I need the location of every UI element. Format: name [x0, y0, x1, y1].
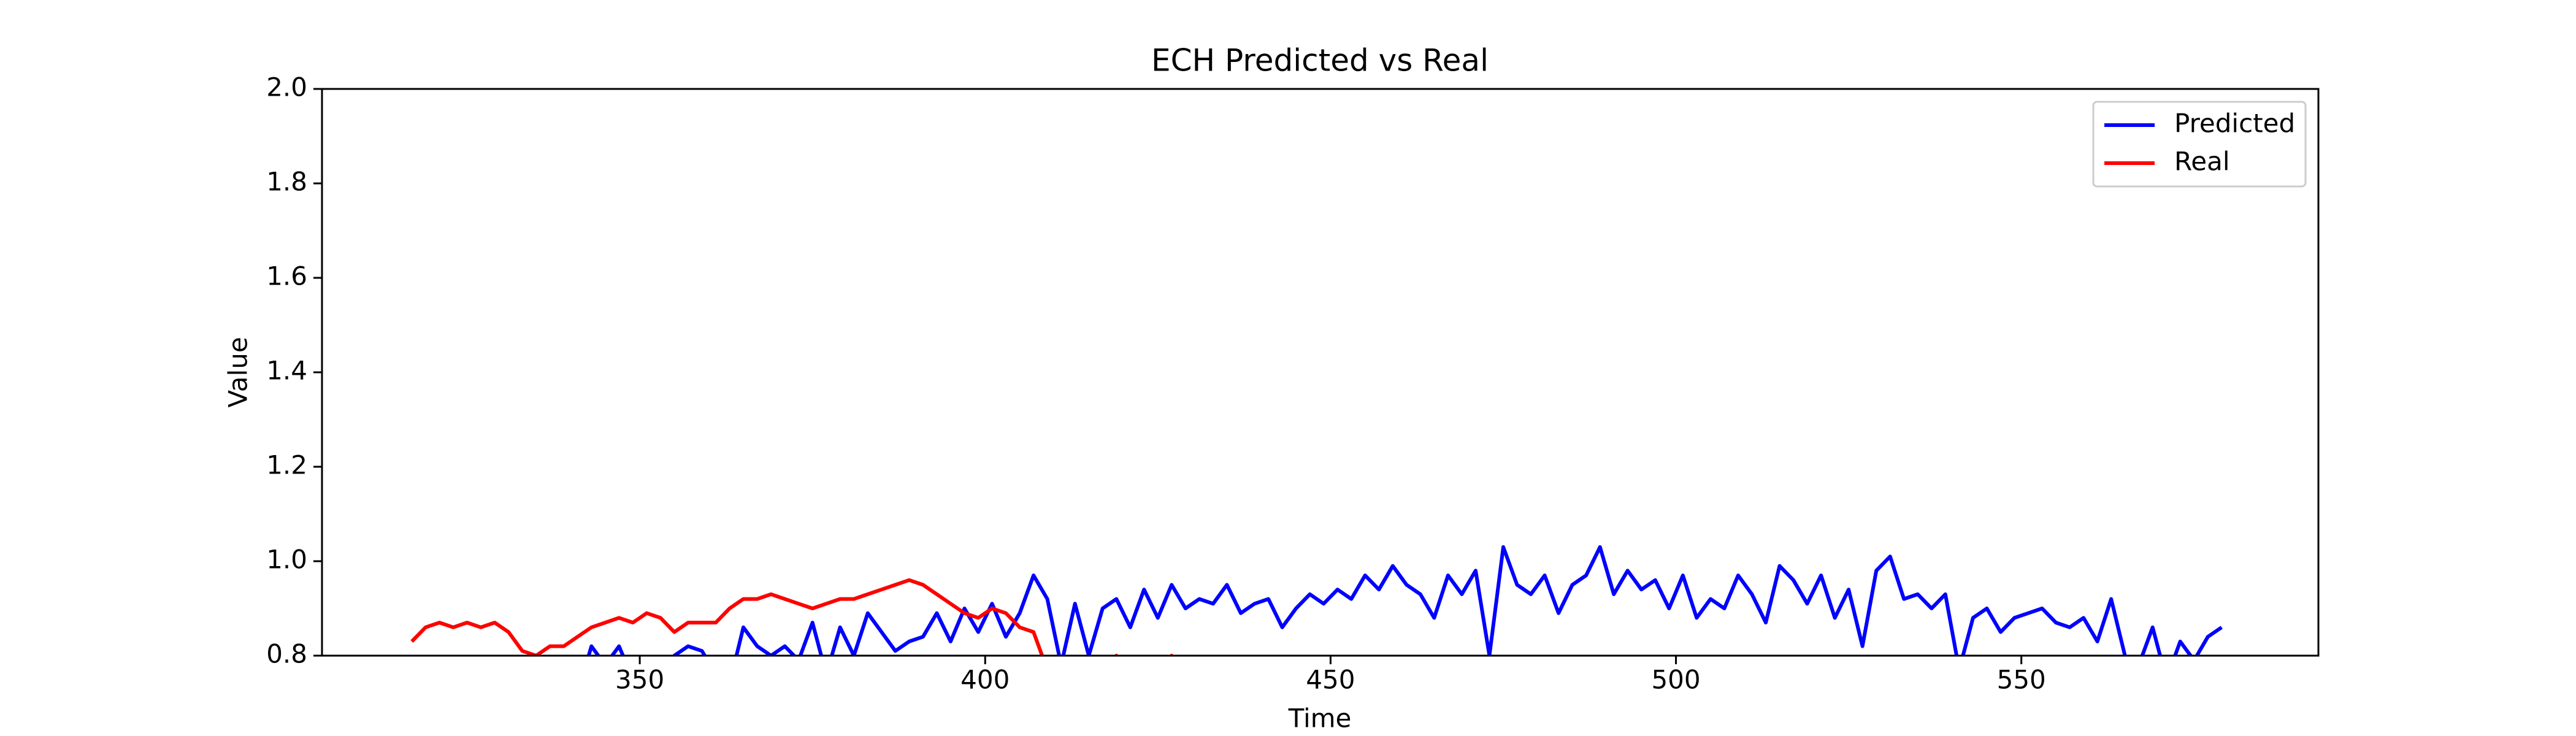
plot-frame	[321, 88, 2320, 657]
x-tick-label: 500	[1651, 665, 1700, 695]
plot-area	[410, 545, 2223, 656]
x-tick-label: 450	[1306, 665, 1355, 695]
y-tick-label: 1.0	[266, 545, 307, 575]
y-tick-label: 2.0	[266, 72, 307, 102]
y-tick-label: 1.6	[266, 261, 307, 291]
y-tick-label: 0.8	[266, 639, 307, 669]
legend-label: Predicted	[2174, 109, 2295, 139]
y-tick-label: 1.2	[266, 450, 307, 480]
y-tick-label: 1.4	[266, 356, 307, 386]
chart-title: ECH Predicted vs Real	[1151, 43, 1489, 79]
x-axis-label: Time	[1288, 703, 1352, 734]
y-tick-label: 1.8	[266, 167, 307, 197]
series-line	[586, 545, 2223, 656]
legend-box	[2092, 101, 2307, 188]
x-tick-label: 550	[1997, 665, 2046, 695]
legend-label: Real	[2174, 147, 2230, 177]
y-axis-label: Value	[223, 337, 253, 407]
series-line	[410, 578, 1174, 656]
x-tick-label: 400	[960, 665, 1010, 695]
x-tick-label: 350	[615, 665, 664, 695]
